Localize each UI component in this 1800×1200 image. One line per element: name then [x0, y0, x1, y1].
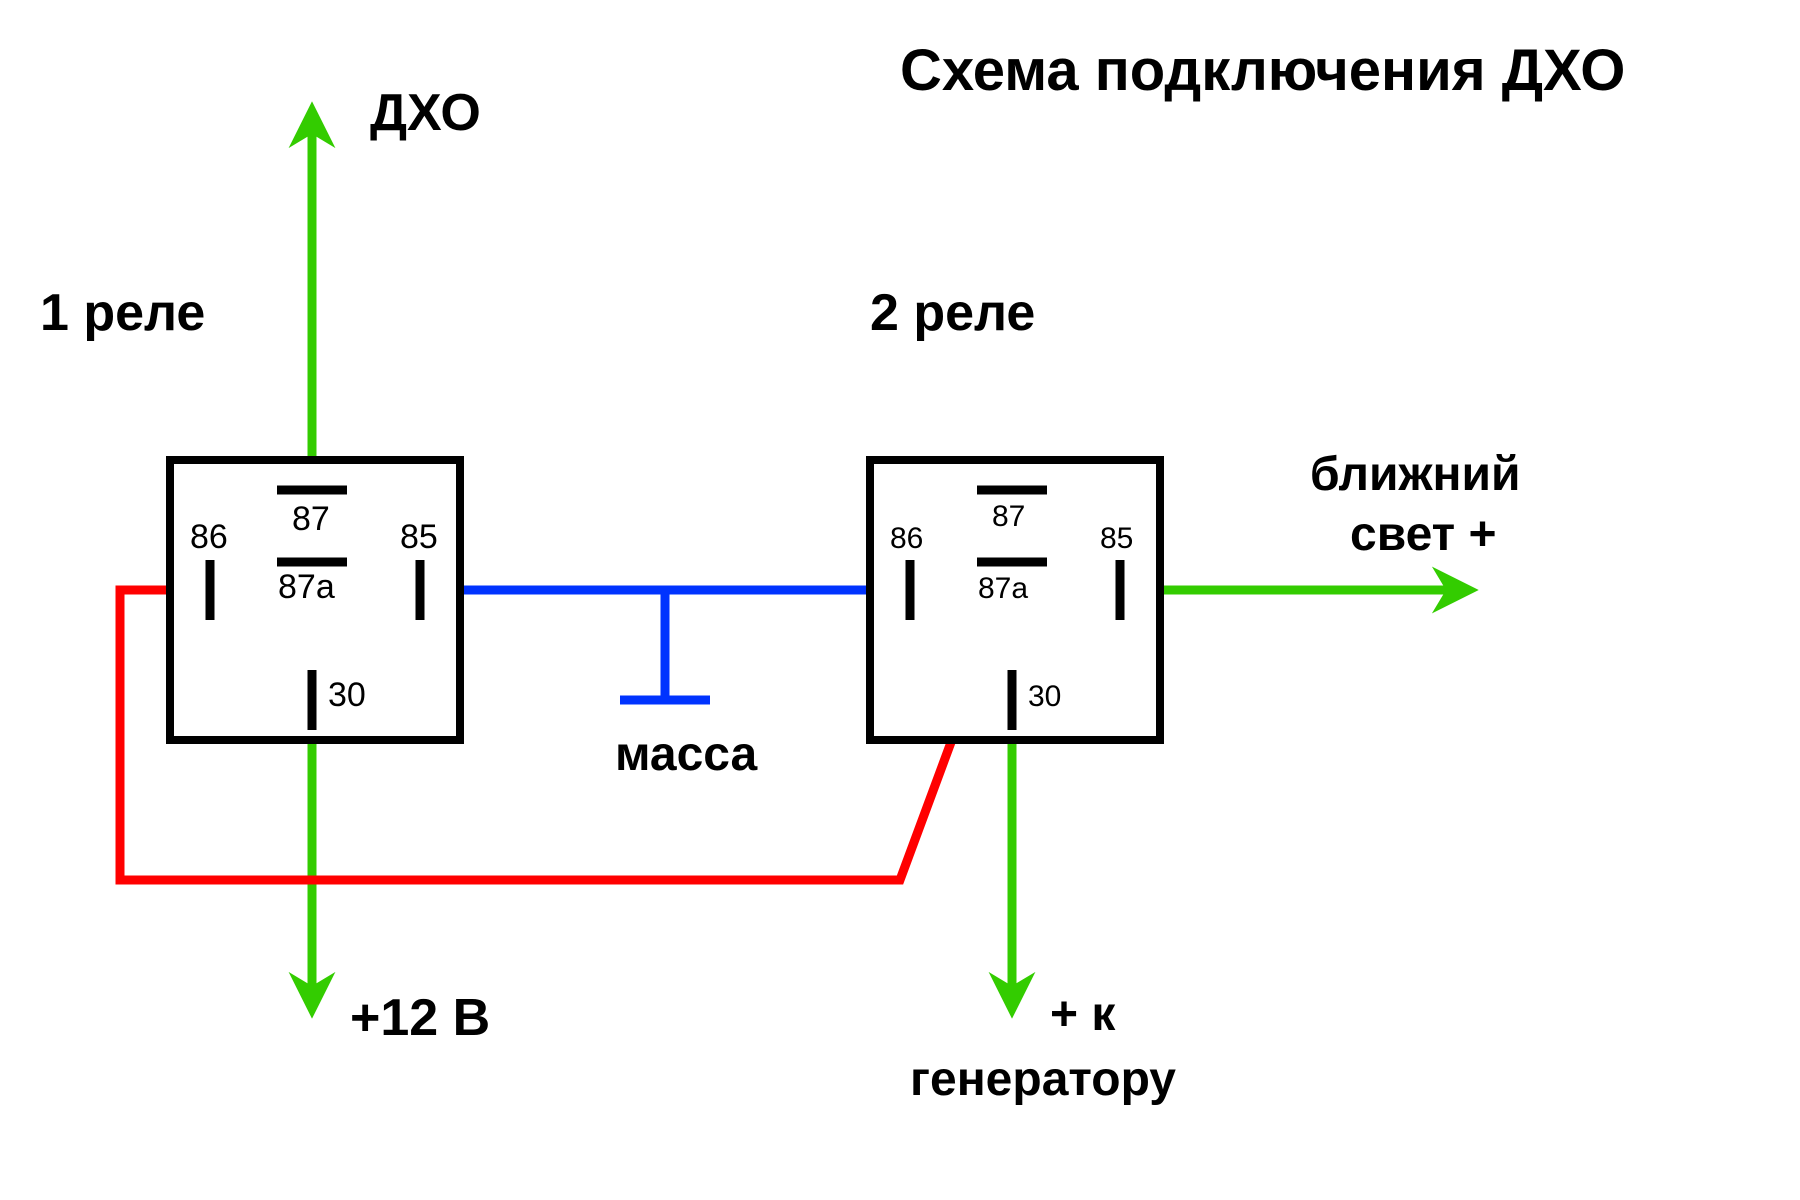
wire-to_generator: + к генератору: [910, 740, 1176, 1106]
relay1-pin-87a: 87a: [278, 568, 335, 606]
wire-label-low_beam: ближний: [1310, 448, 1521, 501]
relay1-pin-85: 85: [400, 518, 438, 556]
wire-label2-low_beam: свет +: [1350, 508, 1497, 561]
relay1-pin-87: 87: [292, 500, 330, 538]
relay1: 1 реле 87 87a 86 85 30: [40, 284, 460, 740]
relay2-pin-30: 30: [1028, 680, 1061, 713]
wire-dho_out: ДХО: [312, 84, 481, 460]
relay2: 2 реле 87 87a 86 85 30: [870, 284, 1160, 740]
wire-label2-to_generator: генератору: [910, 1053, 1176, 1106]
diagram-title: Схема подключения ДХО: [900, 38, 1625, 103]
relay1-label: 1 реле: [40, 284, 205, 342]
wire-label-dho_out: ДХО: [370, 84, 481, 142]
relay2-pin-87: 87: [992, 500, 1025, 533]
relay1-pin-30: 30: [328, 676, 366, 714]
relay2-pin-85: 85: [1100, 522, 1133, 555]
relay1-pin-86: 86: [190, 518, 228, 556]
wire-label-ground_link: масса: [615, 728, 758, 781]
wire-low_beam: ближний свет +: [1160, 448, 1521, 590]
wire-label-plus12v: +12 В: [350, 989, 490, 1047]
relay2-pin-87a: 87a: [978, 572, 1028, 605]
relay2-pin-86: 86: [890, 522, 923, 555]
wire-plus12v: +12 В: [312, 740, 490, 1047]
relay2-label: 2 реле: [870, 284, 1035, 342]
wire-label-to_generator: + к: [1050, 988, 1116, 1041]
wire-ground_link: масса: [460, 590, 870, 781]
wiring-diagram: Схема подключения ДХО ДХО +12 В + к генерато…: [0, 0, 1800, 1200]
